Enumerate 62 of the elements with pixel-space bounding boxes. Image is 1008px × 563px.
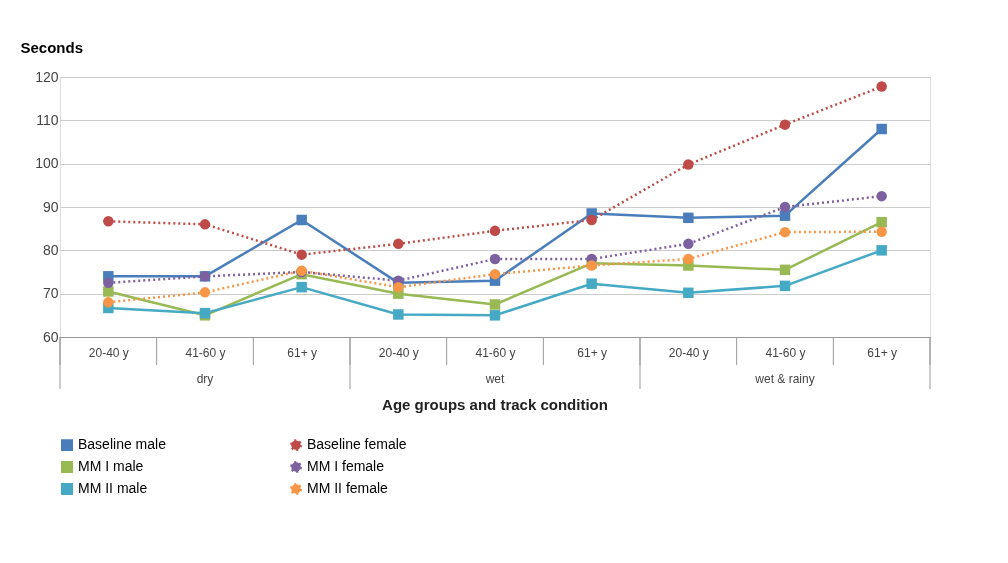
x-tick-label: 61+ y [577,345,608,360]
point [296,281,307,293]
y-axis-title: Seconds [20,38,84,56]
point [779,201,791,213]
x-axis-title: Age groups and track condition [382,396,608,413]
point [199,287,211,298]
text: dry [196,372,214,386]
point [779,226,791,238]
point [393,309,404,320]
point [199,219,211,230]
point [296,249,307,260]
text: wet & rainy [754,372,815,386]
point [586,278,597,289]
point [683,238,694,250]
y-tick-label: 80 [42,241,59,258]
point [103,277,114,289]
point [489,253,501,265]
x-tick-label: 41-60 y [765,345,806,360]
legend-label: Baseline male [78,436,167,453]
y-tick-label: 90 [42,198,59,215]
point [103,216,114,227]
point [393,281,404,293]
point [489,268,501,280]
point [876,81,887,92]
x-tick-label: 61+ y [287,345,318,360]
point [683,253,694,265]
point [876,123,887,135]
legend-label: MM II female [307,480,389,496]
point [876,245,887,256]
text: wet [484,372,505,386]
x-tick-label: 41-60 y [185,345,226,360]
x-tick-label: 20-40 y [88,345,129,360]
legend-label: MM I male [78,458,144,474]
point [876,190,887,202]
y-tick-label: 120 [35,68,59,85]
point [586,214,597,226]
x-tick-label: 41-60 y [475,345,516,360]
y-tick-label: 100 [35,155,59,172]
point [489,310,501,321]
point [489,299,501,310]
y-tick-label: 110 [36,111,59,128]
point [489,225,501,237]
x-tick-label: 20-40 y [668,345,709,360]
point [876,216,887,228]
point [779,264,791,276]
point [876,226,887,237]
legend-label: MM II male [78,480,148,496]
legend-label: Baseline female [307,436,407,453]
point [683,212,694,224]
legend-label: MM I female [307,458,385,474]
point [683,287,694,299]
point [393,238,404,250]
point [683,159,694,170]
y-tick-label: 60 [42,328,59,345]
x-tick-label: 20-40 y [378,345,419,360]
point [103,297,114,308]
x-tick-label: 61+ y [867,345,898,360]
point [779,280,791,292]
point [103,286,114,297]
point [296,214,307,226]
point [779,119,791,130]
y-tick-label: 70 [42,285,59,302]
